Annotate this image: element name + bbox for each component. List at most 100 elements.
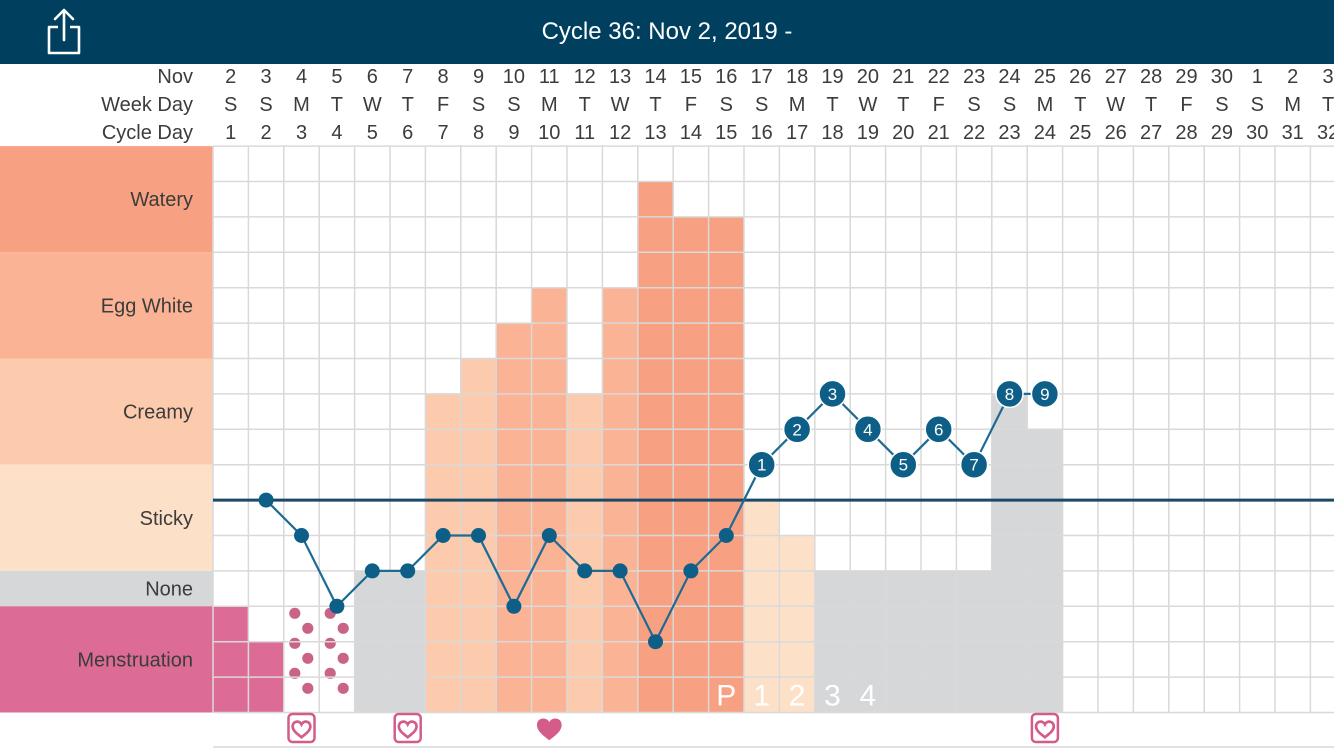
temperature-point[interactable] bbox=[577, 563, 593, 579]
cycle-day-label: 18 bbox=[821, 122, 843, 144]
peak-day-label: 3 bbox=[824, 680, 841, 713]
temperature-point-numbered[interactable] bbox=[818, 379, 847, 409]
date-label: 23 bbox=[963, 66, 985, 88]
temperature-point[interactable] bbox=[329, 598, 345, 614]
weekday-label: T bbox=[402, 94, 414, 116]
heart-filled-icon[interactable] bbox=[536, 718, 562, 741]
temperature-point-numbered[interactable] bbox=[853, 415, 883, 444]
weekday-label: M bbox=[293, 94, 310, 116]
cycle-day-label: 27 bbox=[1140, 122, 1162, 144]
weekday-label: S bbox=[224, 94, 237, 116]
cycle-day-label: 23 bbox=[998, 122, 1020, 144]
spotting-dot bbox=[337, 682, 349, 694]
cycle-day-header: Cycle Day bbox=[102, 122, 193, 144]
category-band-4 bbox=[0, 570, 213, 607]
spotting-dot bbox=[324, 667, 336, 679]
cycle-day-label: 28 bbox=[1175, 122, 1197, 144]
cycle-day-label: 29 bbox=[1211, 122, 1233, 144]
temperature-point-numbered[interactable] bbox=[995, 379, 1024, 409]
temperature-point-label: 3 bbox=[828, 385, 837, 404]
temperature-point[interactable] bbox=[294, 528, 309, 543]
temperature-point[interactable] bbox=[364, 563, 380, 579]
temperature-point-numbered[interactable] bbox=[782, 415, 812, 444]
mucus-bar bbox=[779, 535, 816, 713]
category-band-0 bbox=[0, 146, 213, 253]
peak-day-label: 1 bbox=[753, 680, 770, 713]
temperature-point-numbered[interactable] bbox=[959, 450, 989, 479]
temperature-point[interactable] bbox=[612, 563, 628, 579]
spotting-dot bbox=[337, 622, 349, 634]
mucus-bar bbox=[213, 606, 249, 713]
temperature-point-numbered[interactable] bbox=[889, 450, 918, 479]
temperature-point[interactable] bbox=[506, 598, 522, 614]
weekday-label: S bbox=[755, 94, 768, 116]
weekday-label: T bbox=[579, 94, 591, 116]
heart-outline-icon[interactable] bbox=[397, 720, 418, 739]
date-label: 3 bbox=[1323, 66, 1334, 88]
mucus-bar bbox=[567, 393, 603, 713]
cycle-day-label: 30 bbox=[1246, 122, 1268, 144]
category-label: Creamy bbox=[123, 402, 193, 424]
temperature-point[interactable] bbox=[258, 492, 274, 508]
weekday-label: S bbox=[967, 94, 980, 116]
cycle-day-label: 14 bbox=[680, 122, 702, 144]
temperature-point-label: 8 bbox=[1005, 385, 1014, 404]
mucus-bar bbox=[425, 393, 462, 713]
date-label: 17 bbox=[751, 66, 773, 88]
cycle-day-label: 11 bbox=[574, 122, 595, 144]
cycle-day-label: 26 bbox=[1105, 122, 1127, 144]
peak-day-label: 4 bbox=[860, 680, 877, 713]
date-label: 2 bbox=[1287, 66, 1298, 88]
temperature-point-label: 4 bbox=[863, 420, 872, 439]
weekday-label: T bbox=[826, 94, 838, 116]
temperature-point[interactable] bbox=[471, 528, 486, 543]
temperature-point-label: 5 bbox=[899, 456, 908, 475]
cycle-day-label: 17 bbox=[786, 122, 808, 144]
cycle-title: Cycle 36: Nov 2, 2019 - bbox=[541, 18, 793, 45]
cycle-day-label: 5 bbox=[367, 122, 378, 144]
weekday-label: T bbox=[1074, 94, 1086, 116]
spotting-dot bbox=[289, 637, 301, 649]
date-label: 15 bbox=[680, 66, 702, 88]
temperature-point[interactable] bbox=[541, 528, 557, 543]
temperature-point-label: 7 bbox=[969, 456, 978, 475]
category-label: None bbox=[145, 579, 193, 601]
heart-outline-icon[interactable] bbox=[1034, 720, 1056, 739]
weekday-label: S bbox=[720, 94, 733, 116]
date-label: 28 bbox=[1140, 66, 1162, 88]
temperature-point[interactable] bbox=[400, 563, 416, 579]
weekday-label: S bbox=[1251, 94, 1264, 116]
temperature-point[interactable] bbox=[718, 528, 734, 543]
weekday-label: M bbox=[1037, 94, 1054, 116]
share-icon[interactable] bbox=[44, 6, 84, 56]
weekday-label: F bbox=[1180, 94, 1192, 116]
heart-outline-icon[interactable] bbox=[291, 720, 312, 739]
month-header: Nov bbox=[157, 66, 193, 88]
cycle-day-label: 13 bbox=[644, 122, 666, 144]
weekday-label: W bbox=[363, 94, 382, 116]
temperature-point[interactable] bbox=[648, 634, 663, 650]
date-label: 13 bbox=[609, 66, 631, 88]
temperature-point[interactable] bbox=[435, 528, 451, 543]
cycle-day-label: 2 bbox=[261, 122, 272, 144]
date-label: 27 bbox=[1105, 66, 1127, 88]
temperature-point-numbered[interactable] bbox=[747, 450, 776, 479]
temperature-point-numbered[interactable] bbox=[924, 415, 953, 444]
cycle-day-label: 22 bbox=[963, 122, 985, 144]
cycle-day-label: 20 bbox=[892, 122, 914, 144]
cycle-day-label: 3 bbox=[296, 122, 307, 144]
temperature-point-numbered[interactable] bbox=[1030, 379, 1060, 409]
cycle-day-label: 7 bbox=[438, 122, 449, 144]
cycle-day-label: 12 bbox=[609, 122, 631, 144]
date-label: 18 bbox=[786, 66, 808, 88]
date-label: 6 bbox=[367, 66, 378, 88]
date-label: 24 bbox=[998, 66, 1020, 88]
temperature-point[interactable] bbox=[683, 563, 699, 579]
date-label: 1 bbox=[1252, 66, 1263, 88]
weekday-label: M bbox=[541, 94, 558, 116]
weekday-label: T bbox=[1145, 94, 1157, 116]
weekday-label: T bbox=[649, 94, 661, 116]
date-label: 22 bbox=[928, 66, 950, 88]
category-band-3 bbox=[0, 464, 213, 571]
cycle-day-label: 1 bbox=[225, 122, 236, 144]
